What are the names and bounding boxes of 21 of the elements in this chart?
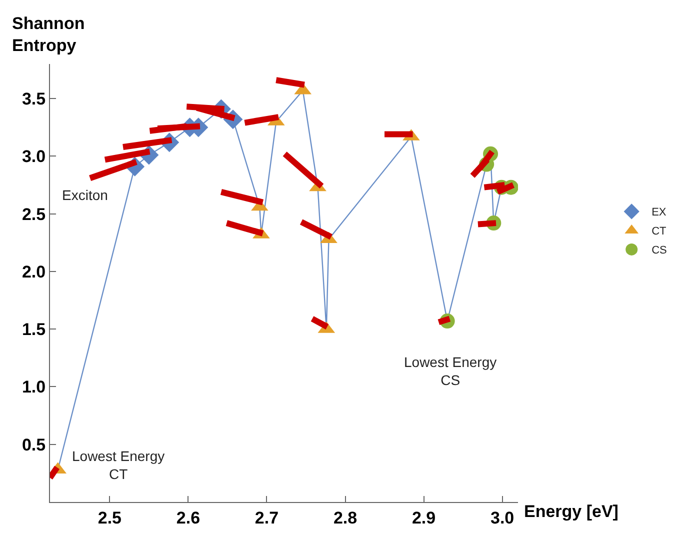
y-tick-label: 3.0	[22, 147, 46, 166]
legend-label: EX	[652, 206, 667, 219]
x-tick-label: 2.8	[333, 508, 358, 528]
x-axis-title: Energy [eV]	[524, 502, 618, 521]
annotation: Lowest Energy CT	[72, 448, 165, 482]
legend-label: CS	[652, 244, 667, 257]
x-tick-label: 2.6	[176, 508, 200, 528]
annotation: Lowest Energy CS	[404, 354, 497, 388]
y-tick-label: 3.5	[22, 90, 46, 109]
x-tick-label: 3.0	[490, 508, 514, 528]
x-tick-label: 2.7	[254, 508, 279, 528]
y-axis-title: Shannon Entropy	[12, 14, 85, 56]
y-tick-label: 1.5	[22, 320, 46, 340]
x-tick-label: 2.5	[98, 508, 122, 528]
y-tick-label: 2.0	[22, 262, 46, 282]
annotation: Exciton	[62, 187, 108, 203]
y-tick-label: 2.5	[22, 204, 46, 224]
y-tick-label: 1.0	[22, 378, 46, 397]
y-tick-label: 0.5	[22, 435, 46, 454]
x-tick-label: 2.9	[412, 508, 436, 528]
legend-label: CT	[652, 226, 667, 238]
